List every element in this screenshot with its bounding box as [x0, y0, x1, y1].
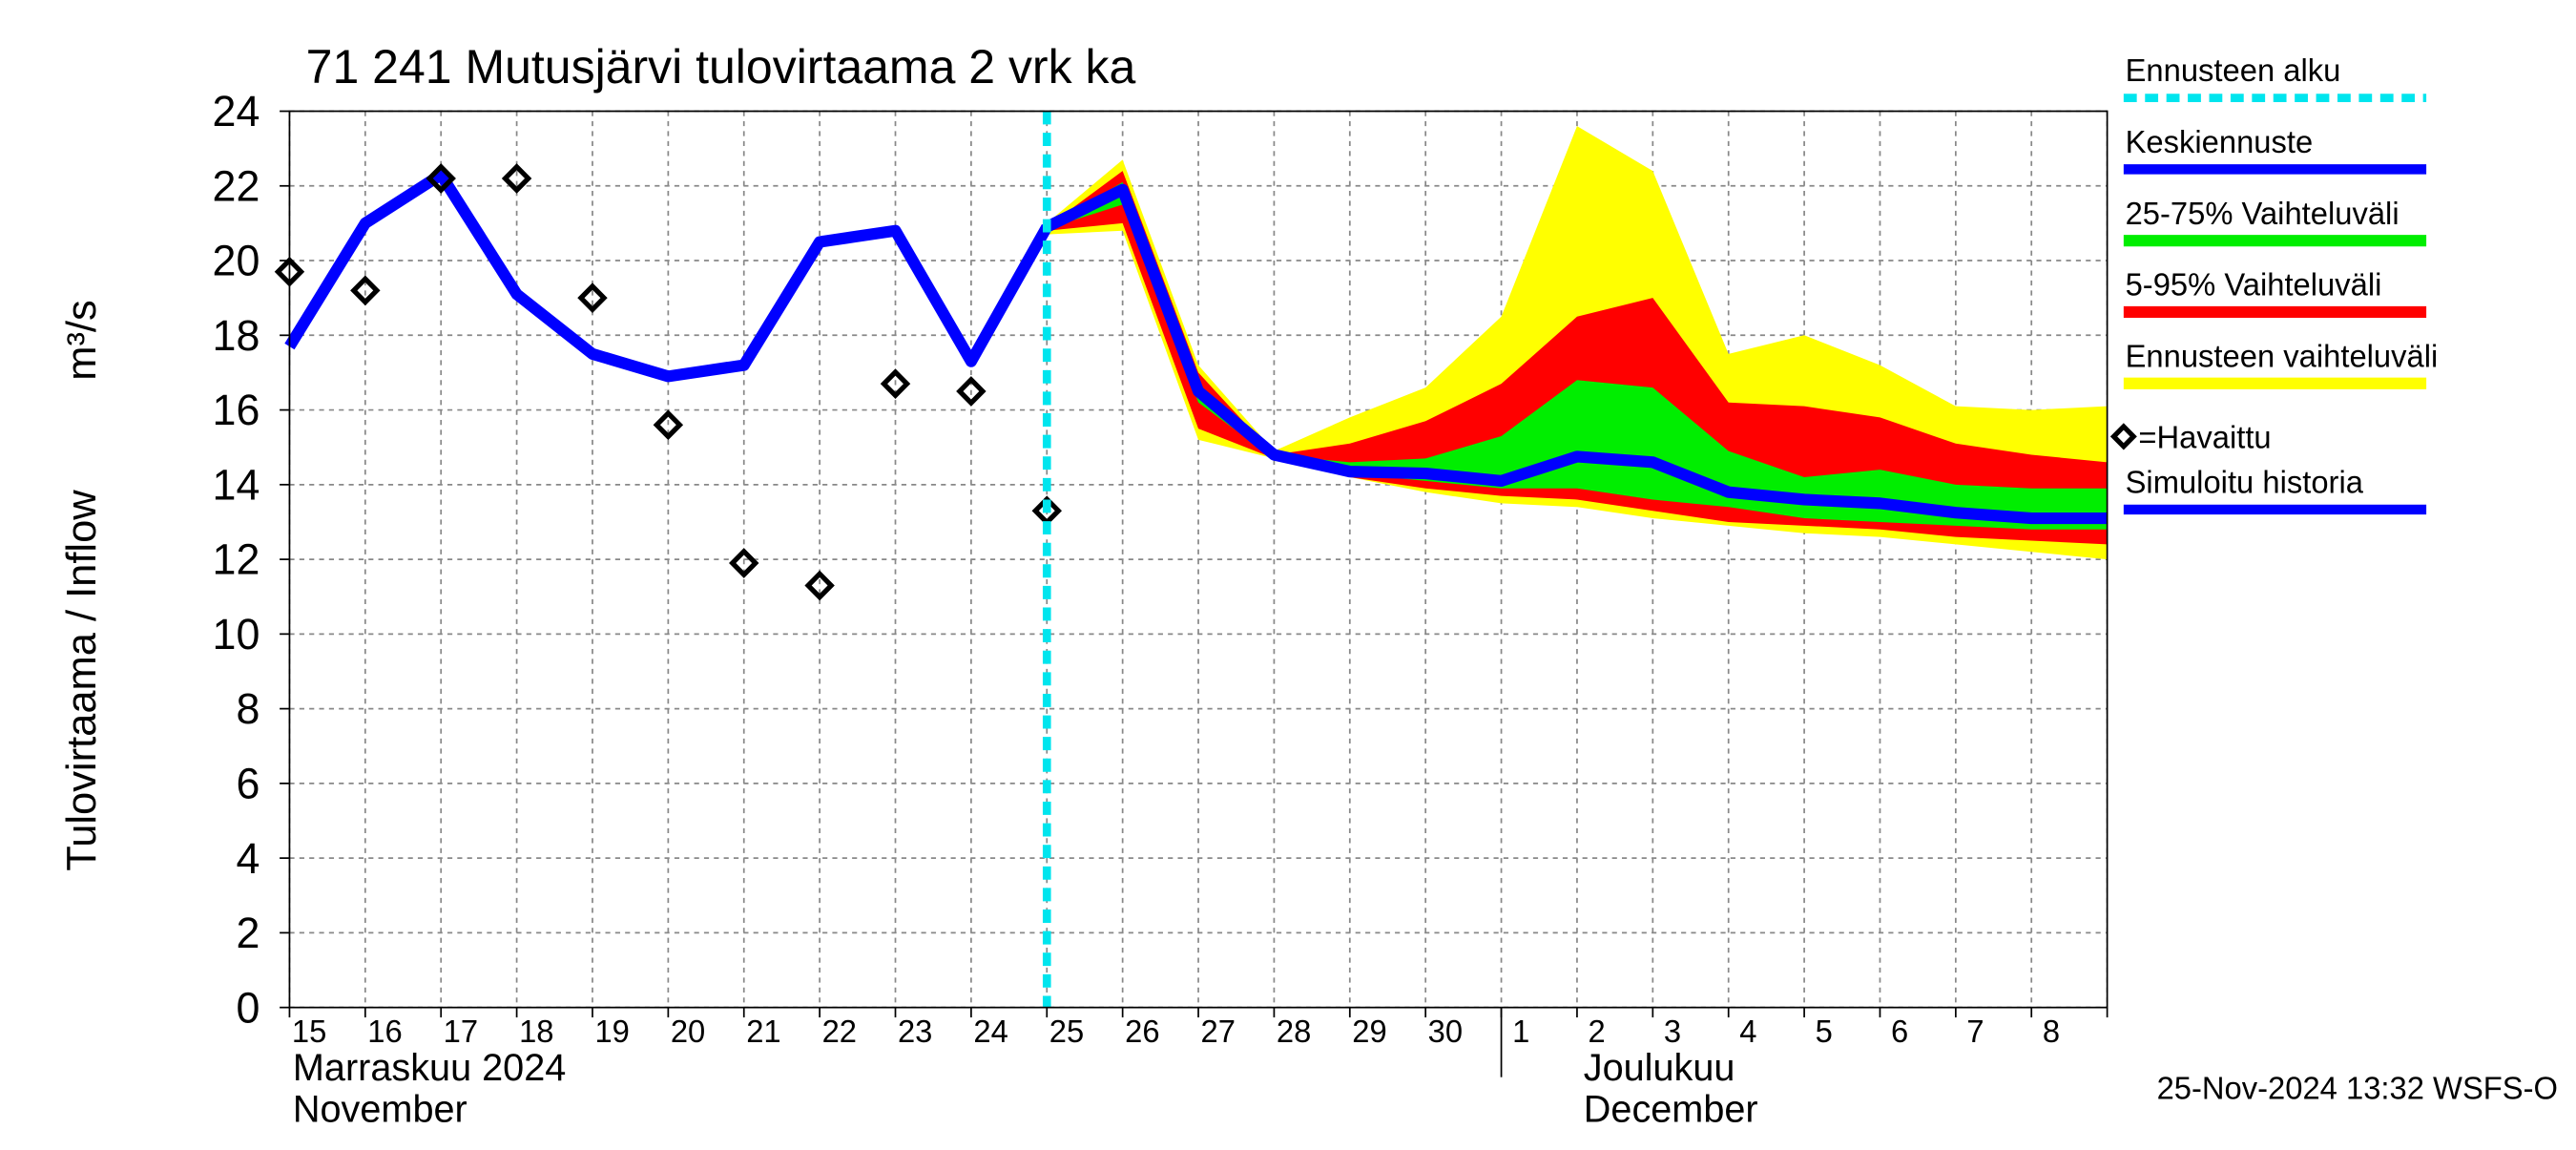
x-tick-label: 20: [671, 1014, 705, 1049]
legend-marker: [2109, 423, 2137, 450]
x-tick-label: 7: [1966, 1014, 1984, 1049]
observation-marker: [729, 548, 759, 578]
month-label: Joulukuu: [1584, 1047, 1735, 1089]
x-tick-label: 22: [822, 1014, 857, 1049]
y-tick-label: 22: [213, 161, 260, 210]
y-tick-label: 8: [236, 684, 260, 733]
observation-marker: [880, 368, 911, 400]
observation-marker: [350, 275, 381, 306]
y-tick-label: 4: [236, 834, 260, 883]
plot-frame: [288, 110, 2109, 1009]
observation-marker: [501, 163, 532, 194]
x-tick-label: 16: [367, 1014, 402, 1049]
legend-label: 5-95% Vaihteluväli: [2126, 266, 2382, 302]
x-tick-label: 4: [1739, 1014, 1756, 1049]
y-axis-unit: m³/s: [59, 300, 105, 381]
x-tick-label: 25: [1049, 1014, 1084, 1049]
legend-label: Simuloitu historia: [2126, 464, 2364, 499]
observation-marker: [804, 570, 835, 601]
legend-label: 25-75% Vaihteluväli: [2126, 196, 2399, 231]
x-tick-label: 21: [746, 1014, 780, 1049]
line: [1044, 183, 2108, 525]
x-tick-label: 6: [1891, 1014, 1908, 1049]
x-tick-label: 26: [1125, 1014, 1159, 1049]
y-tick-label: 12: [213, 535, 260, 584]
month-label: Marraskuu 2024: [293, 1047, 566, 1089]
legend-label: =Havaittu: [2138, 419, 2271, 454]
legend-label: Ennusteen alku: [2126, 52, 2341, 88]
observation-marker: [577, 282, 608, 314]
y-tick-label: 6: [236, 759, 260, 807]
timestamp: 25-Nov-2024 13:32 WSFS-O: [2157, 1070, 2558, 1105]
month-label: November: [293, 1089, 467, 1131]
x-tick-label: 8: [2043, 1014, 2060, 1049]
y-tick-label: 10: [213, 610, 260, 659]
x-tick-label: 17: [444, 1014, 478, 1049]
y-tick-label: 14: [213, 460, 260, 509]
y-tick-label: 18: [213, 311, 260, 360]
x-tick-label: 15: [292, 1014, 326, 1049]
x-tick-label: 23: [898, 1014, 932, 1049]
y-tick-label: 24: [213, 87, 260, 136]
month-label: December: [1584, 1089, 1758, 1131]
y-tick-label: 16: [213, 386, 260, 434]
observation-marker: [426, 163, 456, 194]
chart-title: 71 241 Mutusjärvi tulovirtaama 2 vrk ka: [306, 40, 1136, 94]
y-tick-label: 20: [213, 237, 260, 285]
x-tick-label: 2: [1589, 1014, 1606, 1049]
legend-label: Ennusteen vaihteluväli: [2126, 338, 2439, 373]
x-tick-label: 1: [1512, 1014, 1529, 1049]
x-tick-label: 27: [1201, 1014, 1236, 1049]
observation-marker: [653, 409, 684, 441]
x-tick-label: 29: [1352, 1014, 1386, 1049]
line: [284, 168, 1052, 383]
x-tick-label: 28: [1277, 1014, 1311, 1049]
band: [1047, 171, 2108, 545]
y-axis-label: Tulovirtaama / Inflow: [59, 490, 105, 871]
x-tick-label: 30: [1428, 1014, 1463, 1049]
x-tick-label: 3: [1664, 1014, 1681, 1049]
y-tick-label: 0: [236, 983, 260, 1032]
x-tick-label: 19: [594, 1014, 629, 1049]
y-tick-label: 2: [236, 909, 260, 957]
x-tick-label: 18: [519, 1014, 553, 1049]
legend-label: Keskiennuste: [2126, 124, 2314, 159]
x-tick-label: 24: [973, 1014, 1008, 1049]
x-tick-label: 5: [1816, 1014, 1833, 1049]
observation-marker: [956, 376, 987, 407]
